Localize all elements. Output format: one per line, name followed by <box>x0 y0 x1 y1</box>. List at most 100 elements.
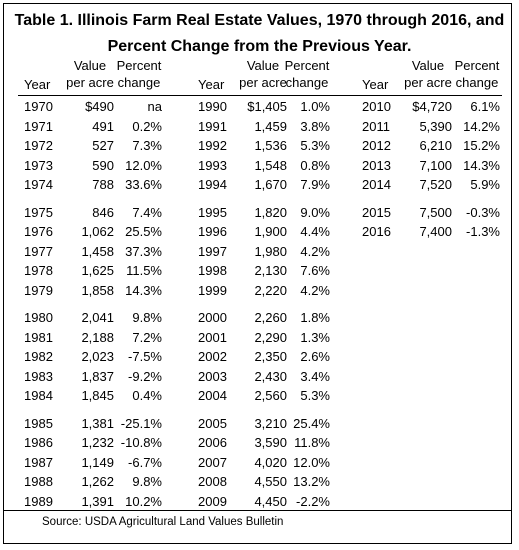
year-cell: 2003 <box>198 368 227 384</box>
value-cell: 2,188 <box>81 329 114 345</box>
value-cell: 1,900 <box>254 224 287 239</box>
value-cell: 2,430 <box>254 368 287 384</box>
year-cell: 1994 <box>198 177 227 192</box>
header-value: Value <box>246 58 280 73</box>
year-cell: 1982 <box>24 349 53 364</box>
value-cell: 846 <box>92 204 114 220</box>
year-cell: 1976 <box>24 224 53 239</box>
value-cell: 2,560 <box>254 388 287 403</box>
percent-cell: 2.6% <box>300 349 330 364</box>
percent-cell: 11.5% <box>126 263 162 278</box>
percent-cell: -7.5% <box>128 349 162 364</box>
value-cell: 527 <box>92 138 114 153</box>
value-cell: $490 <box>85 99 114 114</box>
percent-cell: 7.6% <box>300 263 330 278</box>
percent-cell: 11.8% <box>294 435 330 450</box>
percent-cell: na <box>147 99 162 114</box>
percent-cell: 12.0% <box>125 157 162 173</box>
percent-cell: 1.8% <box>300 310 330 325</box>
header-percent: Percent <box>454 58 500 73</box>
table-border <box>3 3 512 544</box>
year-cell: 1983 <box>24 368 53 384</box>
year-cell: 2007 <box>198 454 227 470</box>
year-cell: 2006 <box>198 435 227 450</box>
percent-cell: 14.2% <box>463 118 500 134</box>
percent-cell: -6.7% <box>128 454 162 470</box>
header-percent: change <box>285 75 329 90</box>
footer-rule <box>3 510 512 511</box>
value-cell: 7,100 <box>419 157 452 173</box>
percent-cell: 13.2% <box>293 474 330 489</box>
percent-cell: 33.6% <box>125 177 162 192</box>
year-cell: 1986 <box>24 435 53 450</box>
year-cell: 1974 <box>24 177 53 192</box>
value-cell: 1,459 <box>254 118 287 134</box>
value-cell: 590 <box>92 157 114 173</box>
header-value: per acre <box>404 75 452 90</box>
value-cell: 2,220 <box>254 282 287 298</box>
year-cell: 1985 <box>24 415 53 431</box>
year-cell: 2004 <box>198 388 227 403</box>
percent-cell: 4.4% <box>300 224 330 239</box>
value-cell: 1,845 <box>81 388 114 403</box>
percent-cell: 0.4% <box>132 388 162 403</box>
value-cell: 1,837 <box>81 368 114 384</box>
year-cell: 2014 <box>362 177 391 192</box>
value-cell: 1,548 <box>254 157 287 173</box>
year-cell: 1972 <box>24 138 53 153</box>
value-cell: 2,260 <box>254 310 287 325</box>
percent-cell: 14.3% <box>125 282 162 298</box>
percent-cell: 25.4% <box>293 415 330 431</box>
value-cell: 1,232 <box>81 435 114 450</box>
value-cell: 1,391 <box>81 493 114 509</box>
percent-cell: 0.2% <box>132 118 162 134</box>
source-note: Source: USDA Agricultural Land Values Bu… <box>42 516 284 528</box>
header-value: Value <box>73 58 107 73</box>
value-cell: 1,980 <box>254 243 287 259</box>
value-cell: 4,020 <box>254 454 287 470</box>
percent-cell: 37.3% <box>125 243 162 259</box>
year-cell: 1989 <box>24 493 53 509</box>
percent-cell: 12.0% <box>293 454 330 470</box>
year-cell: 2016 <box>362 224 391 239</box>
header-value: Value <box>411 58 445 73</box>
percent-cell: 5.3% <box>300 138 330 153</box>
value-cell: 1,820 <box>254 204 287 220</box>
header-value: per acre <box>66 75 114 90</box>
year-cell: 2009 <box>198 493 227 509</box>
percent-cell: 25.5% <box>125 224 162 239</box>
header-percent: Percent <box>284 58 330 73</box>
percent-cell: 5.3% <box>300 388 330 403</box>
year-cell: 1997 <box>198 243 227 259</box>
header-value: per acre <box>239 75 287 90</box>
value-cell: 1,670 <box>254 177 287 192</box>
value-cell: 2,350 <box>254 349 287 364</box>
year-cell: 1991 <box>198 118 227 134</box>
percent-cell: -10.8% <box>120 435 162 450</box>
percent-cell: 1.3% <box>300 329 330 345</box>
value-cell: 2,290 <box>254 329 287 345</box>
year-cell: 2013 <box>362 157 391 173</box>
percent-cell: -0.3% <box>466 204 500 220</box>
year-cell: 1995 <box>198 204 227 220</box>
percent-cell: 7.4% <box>132 204 162 220</box>
header-year: Year <box>362 77 389 92</box>
percent-cell: 15.2% <box>463 138 500 153</box>
year-cell: 1981 <box>24 329 53 345</box>
percent-cell: 4.2% <box>300 243 330 259</box>
value-cell: 1,262 <box>81 474 114 489</box>
percent-cell: 14.3% <box>463 157 500 173</box>
value-cell: 2,130 <box>254 263 287 278</box>
percent-cell: 3.8% <box>300 118 330 134</box>
value-cell: 2,023 <box>81 349 114 364</box>
percent-cell: 9.0% <box>300 204 330 220</box>
year-cell: 1984 <box>24 388 53 403</box>
value-cell: 788 <box>92 177 114 192</box>
percent-cell: 9.8% <box>132 310 162 325</box>
percent-cell: 5.9% <box>470 177 500 192</box>
percent-cell: 10.2% <box>125 493 162 509</box>
percent-cell: 7.9% <box>300 177 330 192</box>
header-rule <box>18 95 502 96</box>
year-cell: 1977 <box>24 243 53 259</box>
year-cell: 1999 <box>198 282 227 298</box>
